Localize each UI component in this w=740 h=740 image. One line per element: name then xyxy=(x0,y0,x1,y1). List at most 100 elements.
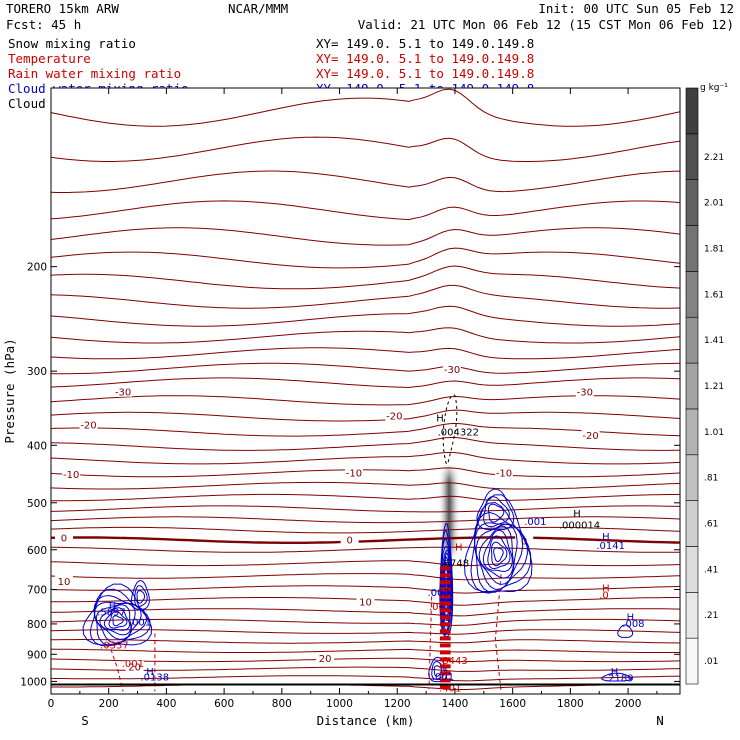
cloud-water-contour xyxy=(99,604,132,636)
temperature-label: -20 xyxy=(386,411,402,422)
x-tick-label: 0 xyxy=(48,698,55,710)
colorbar-swatch xyxy=(685,316,699,364)
temperature-contour-line xyxy=(50,88,681,127)
cloud-water-contour xyxy=(476,488,515,530)
contour-annotation: .2189 xyxy=(605,673,634,684)
field-xy-1: XY= 149.0. 5.1 to 149.0.149.8 xyxy=(316,51,534,66)
temperature-contour-line xyxy=(50,573,681,581)
colorbar-label: .81 xyxy=(704,474,718,484)
temperature-label: 20 xyxy=(319,654,332,665)
temperature-contour-line xyxy=(50,136,681,162)
colorbar-swatch xyxy=(685,362,699,410)
temperature-contour-line xyxy=(50,227,681,246)
colorbar-swatch xyxy=(685,592,699,639)
temperature-contour-line xyxy=(50,265,681,290)
cloud-water-contour xyxy=(487,535,511,570)
y-axis-label: Pressure (hPa) xyxy=(2,338,17,443)
y-tick-label: 200 xyxy=(27,262,47,274)
contour-annotation: .0141 xyxy=(596,541,625,552)
contour-annotation: H xyxy=(146,667,154,678)
center-name: NCAR/MMM xyxy=(228,1,288,16)
cloud-water-contour xyxy=(475,523,518,586)
contour-annotation: H xyxy=(602,532,610,543)
temperature-contour-line xyxy=(50,526,681,534)
colorbar-swatch xyxy=(685,408,699,456)
temperature-label: -30 xyxy=(577,387,593,398)
temperature-contour-line xyxy=(51,493,681,502)
cloud-water-contour xyxy=(112,615,124,627)
colorbar-swatch xyxy=(685,546,699,593)
valid-time: Valid: 21 UTC Mon 06 Feb 12 (15 CST Mon … xyxy=(358,17,734,32)
cloud-water-contour xyxy=(108,611,128,629)
temperature-contour-line xyxy=(50,200,681,221)
endpoint-left-label: S xyxy=(81,713,89,728)
colorbar-label: .41 xyxy=(704,565,718,575)
y-tick-label: 700 xyxy=(27,585,47,597)
contour-annotation: H xyxy=(602,583,610,594)
temperature-contour-line xyxy=(50,347,681,360)
temperature-contour-line xyxy=(50,362,681,375)
temperature-contours: -30 -30 -30 -20 -20 -20 -10 -10 -10 0 0 0 10 10 20 20 xyxy=(50,88,681,690)
temperature-contour-line xyxy=(50,536,681,544)
temperature-contour-line xyxy=(50,395,681,406)
annotations: H.004322H.6748H.000014.001H.0141H.0.003.… xyxy=(97,414,644,695)
temperature-label: -20 xyxy=(80,421,96,432)
contour-annotation: H xyxy=(436,414,444,425)
init-time: Init: 00 UTC Sun 05 Feb 12 xyxy=(538,1,734,16)
x-tick-label: 200 xyxy=(99,698,119,710)
colorbar-swatch xyxy=(685,87,699,135)
cloud-water-contour xyxy=(601,672,633,682)
temperature-contour-line xyxy=(50,467,681,478)
temperature-contour-line xyxy=(50,666,681,672)
header: TORERO 15km ARW NCAR/MMM Init: 00 UTC Su… xyxy=(6,1,734,32)
x-tick-label: 1800 xyxy=(557,698,584,710)
colorbar-label: 1.41 xyxy=(704,336,724,346)
temperature-contour-line xyxy=(51,639,681,644)
contour-annotation: .001 xyxy=(129,618,151,629)
y-tick-label: 900 xyxy=(27,649,47,661)
contour-annotation: .003 xyxy=(428,588,450,599)
contour-annotation: .0138 xyxy=(140,673,169,684)
temperature-label: -30 xyxy=(444,365,460,376)
temperature-contour-line xyxy=(50,675,681,682)
temperature-contour-line xyxy=(50,451,681,465)
forecast-hour: Fcst: 45 h xyxy=(6,17,81,32)
cloud-water-contour xyxy=(490,541,508,567)
colorbar-swatch xyxy=(685,271,699,318)
contour-annotation: H xyxy=(573,509,581,520)
field-xy-2: XY= 149.0. 5.1 to 149.0.149.8 xyxy=(316,66,534,81)
colorbar: .01 .21 .41 .61 .81 1.01 1.21 1.41 1.61 1.81 2.01 2… xyxy=(685,83,728,685)
cloud-water-contour xyxy=(95,602,136,640)
temperature-contour-line xyxy=(50,608,681,617)
contour-annotation: .008 xyxy=(622,619,644,630)
y-tick-label: 500 xyxy=(27,498,47,510)
field-name-1: Temperature xyxy=(8,51,91,66)
temperature-label: 0 xyxy=(521,537,527,548)
rain-water-contour xyxy=(428,589,433,690)
temperature-contour-line xyxy=(50,437,680,451)
x-tick-label: 600 xyxy=(214,698,234,710)
colorbar-swatch xyxy=(685,454,699,501)
y-tick-label: 1000 xyxy=(20,676,47,688)
temperature-contour-line xyxy=(50,560,681,567)
cloud-water-contour xyxy=(482,529,513,572)
colorbar-label: .21 xyxy=(704,611,718,621)
cloud-ice-contours xyxy=(442,394,458,465)
cloud-water-contour xyxy=(89,588,151,647)
cloud-water-contour xyxy=(617,624,634,638)
colorbar-label: 2.01 xyxy=(704,199,724,209)
cloud-water-contour xyxy=(82,583,153,646)
colorbar-swatch xyxy=(685,225,699,272)
contour-annotation: .001 xyxy=(122,659,144,670)
temperature-label: 10 xyxy=(58,577,71,588)
y-tick-label: 600 xyxy=(27,545,47,557)
field-name-0: Snow mixing ratio xyxy=(8,36,136,51)
x-tick-label: 400 xyxy=(156,698,176,710)
cloud-water-contour xyxy=(463,494,533,593)
temperature-contour-line xyxy=(50,327,681,344)
colorbar-swatch xyxy=(685,133,699,180)
x-tick-label: 2000 xyxy=(615,698,642,710)
temperature-contour-line xyxy=(50,481,681,490)
x-tick-label: 1200 xyxy=(384,698,411,710)
temperature-contour-line xyxy=(50,648,680,653)
